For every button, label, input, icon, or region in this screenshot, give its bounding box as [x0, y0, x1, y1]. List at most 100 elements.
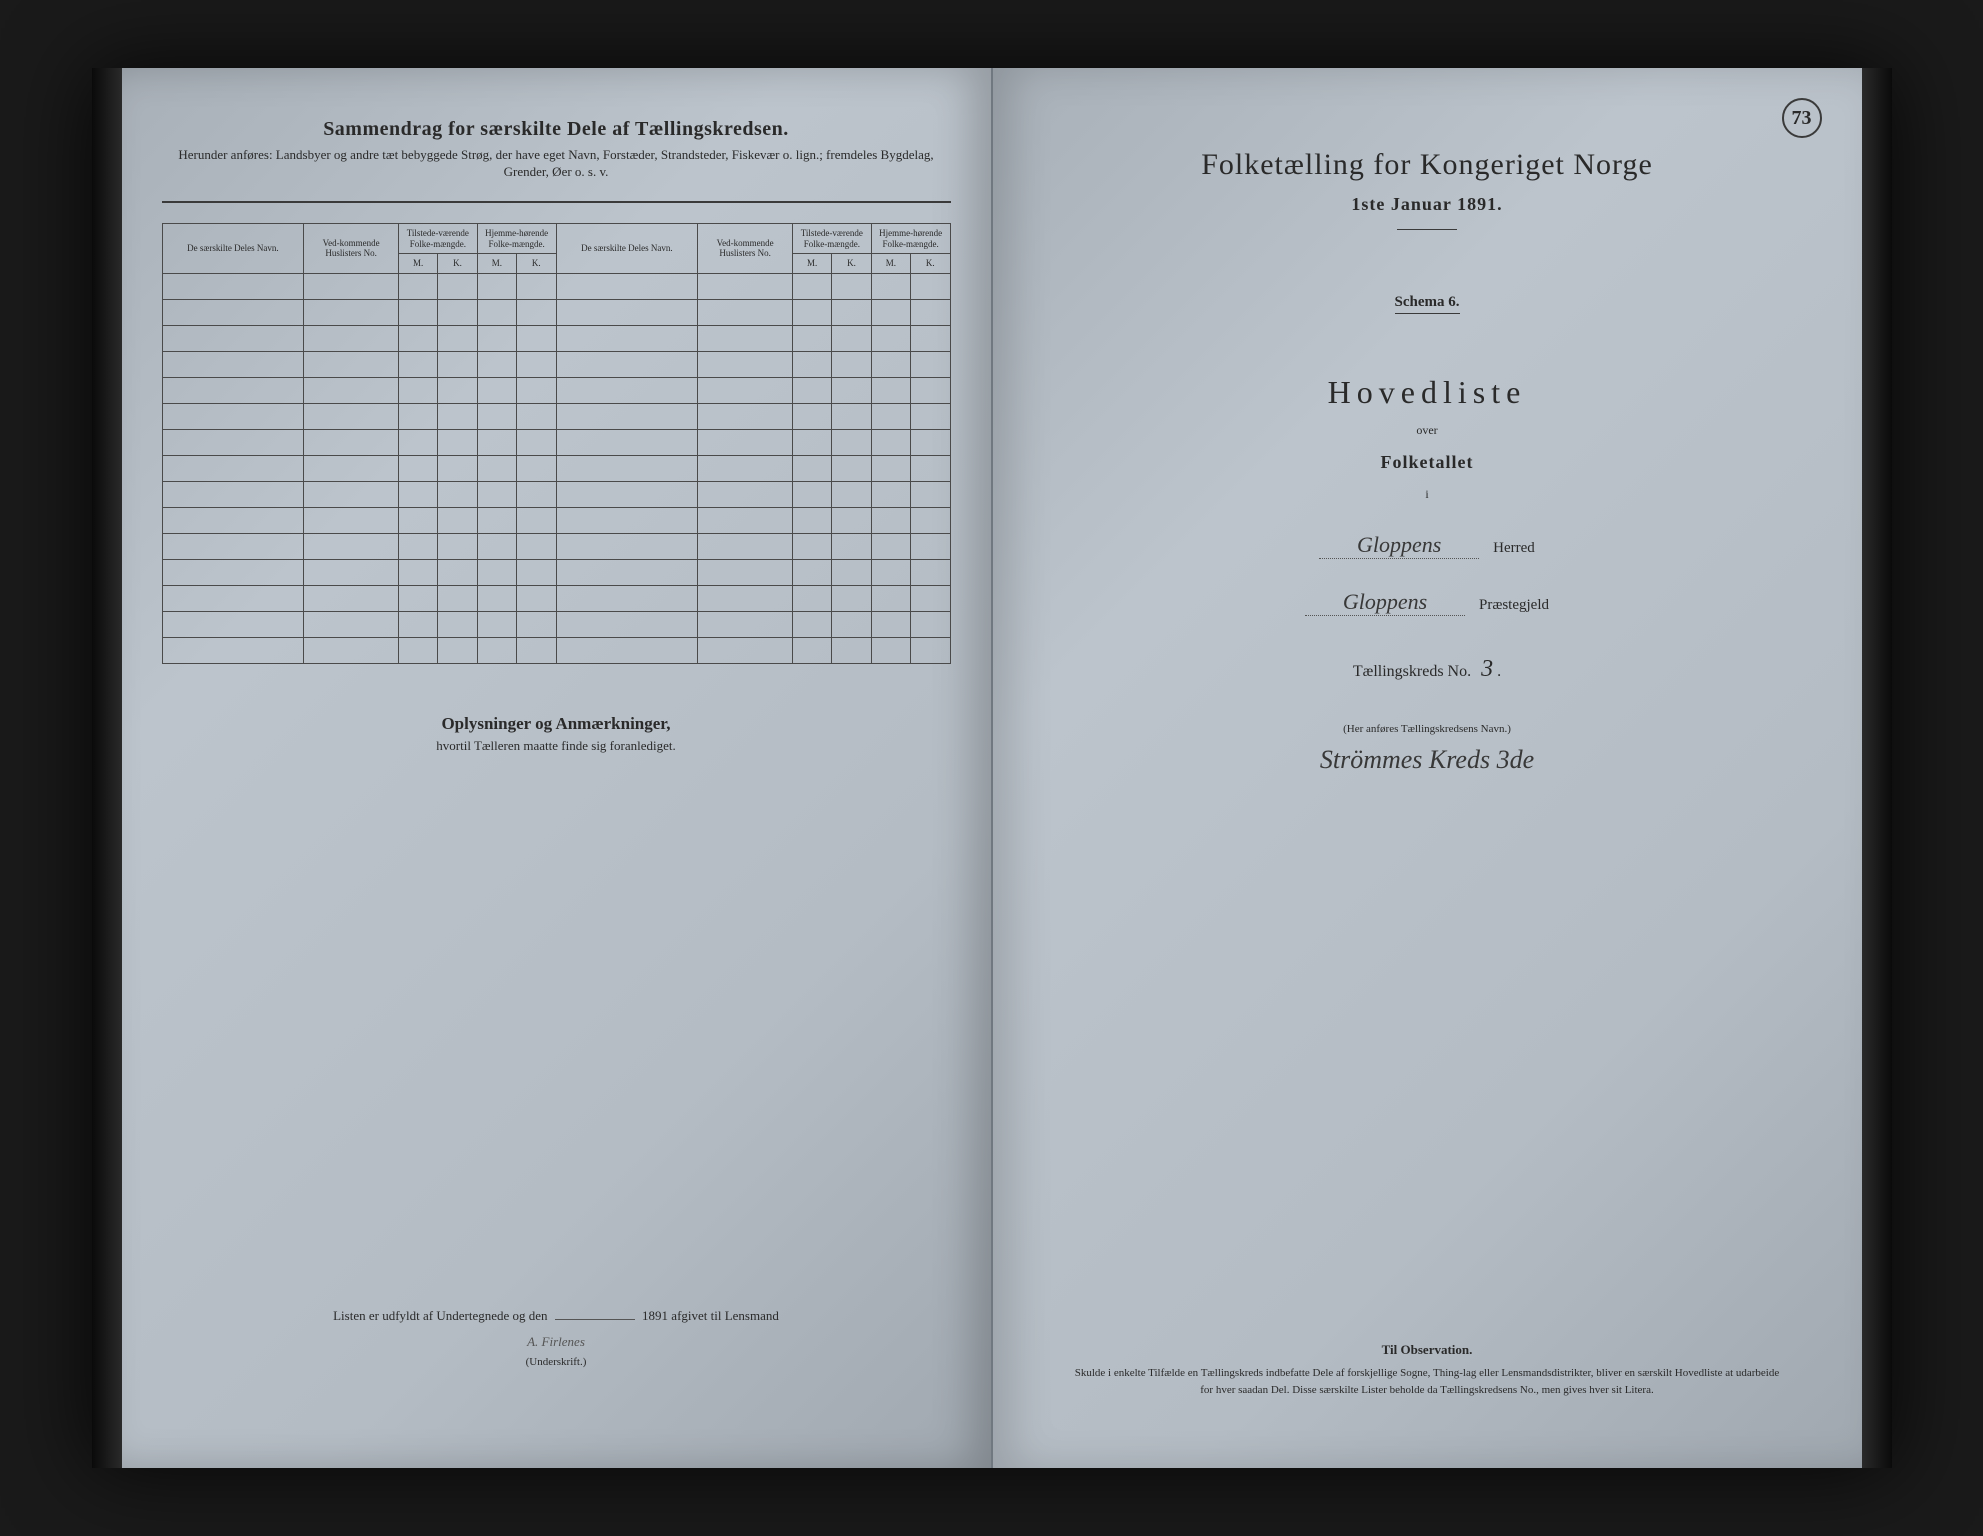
th-k-4: K. — [911, 254, 950, 274]
table-cell — [698, 456, 793, 482]
table-cell — [792, 638, 831, 664]
table-cell — [871, 586, 910, 612]
table-cell — [517, 560, 556, 586]
table-cell — [517, 378, 556, 404]
small-i: i — [1033, 487, 1822, 502]
table-cell — [556, 378, 698, 404]
table-cell — [398, 560, 437, 586]
title-rule — [1397, 229, 1457, 230]
table-cell — [556, 300, 698, 326]
table-cell — [556, 638, 698, 664]
table-cell — [477, 586, 516, 612]
table-cell — [517, 508, 556, 534]
table-cell — [792, 300, 831, 326]
table-cell — [911, 586, 950, 612]
table-cell — [162, 326, 304, 352]
table-cell — [832, 560, 871, 586]
table-row — [162, 586, 950, 612]
table-cell — [477, 274, 516, 300]
table-cell — [871, 508, 910, 534]
table-cell — [832, 378, 871, 404]
table-cell — [871, 612, 910, 638]
book-edge-left — [92, 68, 122, 1468]
table-cell — [304, 482, 399, 508]
table-cell — [304, 638, 399, 664]
table-cell — [438, 300, 477, 326]
th-hjemme-2: Hjemme-hørende Folke-mængde. — [871, 223, 950, 254]
table-cell — [556, 326, 698, 352]
table-cell — [792, 326, 831, 352]
table-cell — [304, 586, 399, 612]
table-row — [162, 612, 950, 638]
table-cell — [832, 586, 871, 612]
table-cell — [398, 430, 437, 456]
table-cell — [162, 274, 304, 300]
table-cell — [438, 430, 477, 456]
table-cell — [911, 378, 950, 404]
left-header: Sammendrag for særskilte Dele af Tælling… — [162, 118, 951, 181]
table-cell — [911, 352, 950, 378]
table-cell — [162, 482, 304, 508]
table-cell — [477, 326, 516, 352]
observation-title: Til Observation. — [1073, 1340, 1782, 1360]
table-cell — [438, 404, 477, 430]
table-cell — [162, 352, 304, 378]
folketallet: Folketallet — [1033, 452, 1822, 473]
over-label: over — [1033, 423, 1822, 438]
table-cell — [477, 612, 516, 638]
signature-block: Listen er udfyldt af Undertegnede og den… — [182, 1308, 931, 1368]
table-cell — [832, 326, 871, 352]
table-cell — [438, 560, 477, 586]
table-cell — [477, 430, 516, 456]
table-cell — [698, 352, 793, 378]
table-cell — [911, 430, 950, 456]
th-m-3: M. — [792, 254, 831, 274]
table-cell — [792, 404, 831, 430]
th-tilstede-1: Tilstede-værende Folke-mængde. — [398, 223, 477, 254]
table-cell — [304, 378, 399, 404]
table-cell — [398, 638, 437, 664]
hovedliste: Hovedliste — [1033, 374, 1822, 411]
table-cell — [698, 560, 793, 586]
table-cell — [517, 430, 556, 456]
table-cell — [832, 430, 871, 456]
table-cell — [556, 612, 698, 638]
table-cell — [698, 508, 793, 534]
table-cell — [911, 508, 950, 534]
table-cell — [304, 404, 399, 430]
table-cell — [911, 404, 950, 430]
herred-row: Gloppens Herred — [1033, 532, 1822, 559]
table-cell — [304, 352, 399, 378]
table-row — [162, 430, 950, 456]
table-cell — [162, 560, 304, 586]
table-cell — [438, 326, 477, 352]
signature-prefix: Listen er udfyldt af Undertegnede og den — [333, 1308, 547, 1323]
table-cell — [477, 378, 516, 404]
table-cell — [698, 586, 793, 612]
table-body — [162, 274, 950, 664]
table-cell — [162, 638, 304, 664]
table-cell — [517, 638, 556, 664]
table-cell — [162, 508, 304, 534]
th-k-1: K. — [438, 254, 477, 274]
table-cell — [517, 300, 556, 326]
table-cell — [477, 638, 516, 664]
table-cell — [438, 586, 477, 612]
table-cell — [438, 378, 477, 404]
table-cell — [304, 300, 399, 326]
table-cell — [438, 508, 477, 534]
th-m-4: M. — [871, 254, 910, 274]
th-navn-1: De særskilte Deles Navn. — [162, 223, 304, 273]
table-cell — [911, 456, 950, 482]
table-row — [162, 560, 950, 586]
th-hjemme-1: Hjemme-hørende Folke-mængde. — [477, 223, 556, 254]
table-cell — [477, 560, 516, 586]
census-title: Folketælling for Kongeriget Norge — [1033, 148, 1822, 182]
notes-section: Oplysninger og Anmærkninger, hvortil Tæl… — [162, 714, 951, 754]
book-edge-right — [1862, 68, 1892, 1468]
table-cell — [304, 326, 399, 352]
table-cell — [162, 430, 304, 456]
table-row — [162, 456, 950, 482]
th-k-2: K. — [517, 254, 556, 274]
table-cell — [832, 300, 871, 326]
